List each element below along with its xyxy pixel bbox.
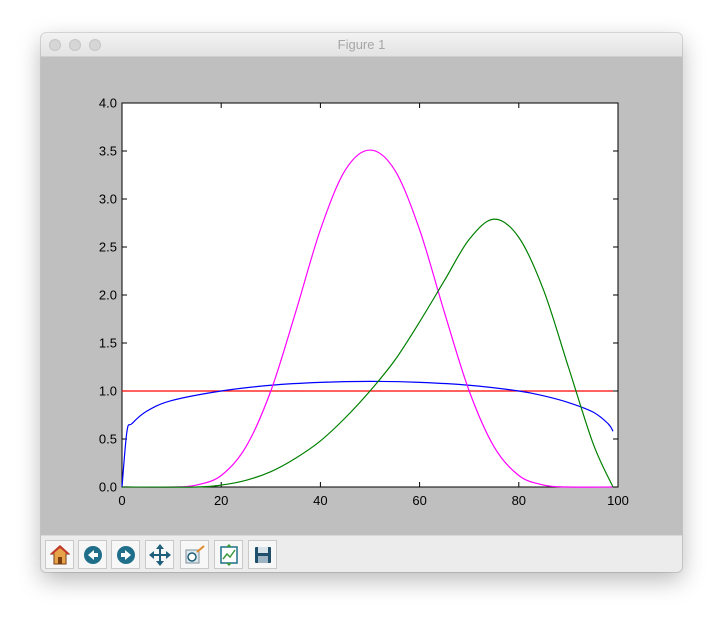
y-tick-label: 0.5	[99, 432, 117, 447]
x-tick-label: 20	[214, 493, 228, 508]
forward-icon	[116, 545, 135, 564]
y-tick-label: 3.5	[99, 144, 117, 159]
x-tick-label: 0	[118, 493, 125, 508]
y-tick-label: 4.0	[99, 96, 117, 111]
x-tick-label: 80	[512, 493, 526, 508]
y-tick-label: 3.0	[99, 192, 117, 207]
configure-subplots-button[interactable]	[214, 540, 243, 569]
save-icon	[254, 546, 271, 563]
window-title: Figure 1	[337, 37, 386, 52]
back-button[interactable]	[78, 540, 107, 569]
zoom-icon	[185, 544, 205, 563]
close-window-button[interactable]	[49, 39, 61, 51]
home-button[interactable]	[45, 540, 74, 569]
navigation-toolbar	[41, 535, 682, 572]
line-chart: 0 20 40 60 80 100 0.0 0.5 1.0 1.5 2.0 2.5 3.0 3.5 4.0	[99, 96, 629, 509]
series-line-1	[121, 380, 614, 488]
chart-series	[121, 149, 614, 488]
pan-icon	[148, 543, 171, 566]
figure-window: Figure 1 0 20 40 60 80 100 0.0 0.5 1.0 1.5 2.0 2.5 3…	[41, 33, 682, 572]
x-tick-label: 100	[607, 493, 629, 508]
x-tick-label: 40	[313, 493, 327, 508]
y-tick-label: 1.0	[99, 384, 117, 399]
zoom-to-rect-button[interactable]	[180, 540, 209, 569]
series-line-2	[121, 149, 614, 488]
home-icon	[49, 544, 70, 564]
minimize-window-button[interactable]	[69, 39, 81, 51]
y-tick-label: 2.5	[99, 240, 117, 255]
title-bar[interactable]: Figure 1	[41, 33, 682, 57]
forward-button[interactable]	[111, 540, 140, 569]
pan-button[interactable]	[145, 540, 174, 569]
y-tick-label: 0.0	[99, 480, 117, 495]
x-tick-label: 60	[412, 493, 426, 508]
axis-ticks: 0 20 40 60 80 100 0.0 0.5 1.0 1.5 2.0 2.5 3.0 3.5 4.0	[99, 96, 629, 509]
y-tick-label: 2.0	[99, 288, 117, 303]
zoom-window-button[interactable]	[89, 39, 101, 51]
plot-axes-frame	[121, 102, 619, 488]
back-icon	[83, 545, 102, 564]
series-line-3	[121, 218, 614, 488]
y-tick-label: 1.5	[99, 336, 117, 351]
save-figure-button[interactable]	[248, 540, 277, 569]
subplots-icon	[219, 543, 238, 566]
figure-canvas[interactable]: 0 20 40 60 80 100 0.0 0.5 1.0 1.5 2.0 2.5 3.0 3.5 4.0	[41, 57, 682, 535]
